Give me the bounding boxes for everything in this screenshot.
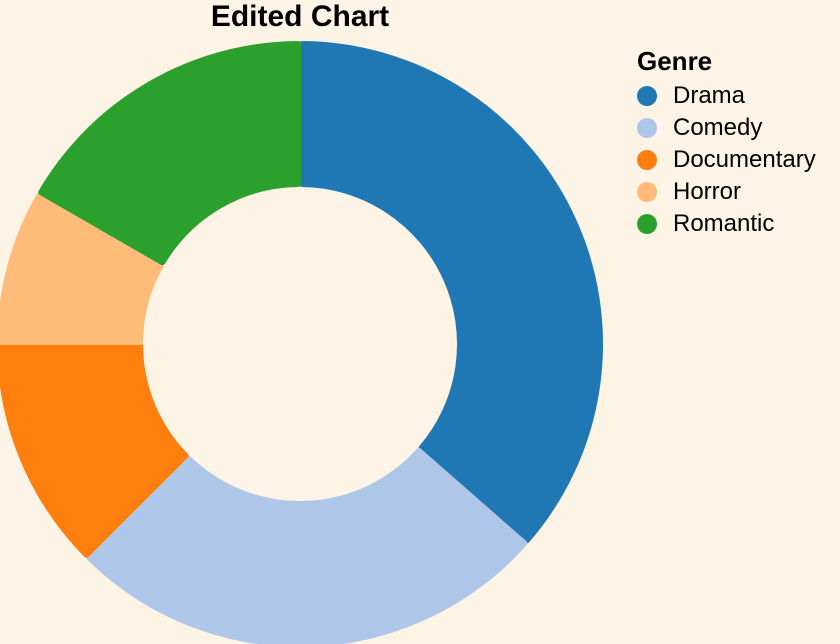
chart-title: Edited Chart — [211, 0, 389, 37]
legend-label-drama: Drama — [673, 82, 746, 109]
legend-swatch-horror — [637, 182, 657, 202]
slice-romantic — [38, 41, 301, 266]
chart-title-text: Edited Chart — [210, 0, 390, 33]
legend: Genre Drama Comedy Documentary Horror Romant… — [637, 42, 816, 240]
legend-label-romantic: Romantic — [673, 210, 775, 237]
legend-item-romantic: Romantic — [637, 208, 816, 240]
legend-label-horror: Horror — [673, 178, 742, 205]
legend-item-documentary: Documentary — [637, 144, 816, 176]
legend-title: Genre — [637, 46, 713, 76]
legend-label-comedy: Comedy — [673, 114, 763, 141]
legend-label-documentary: Documentary — [673, 146, 816, 173]
legend-swatch-romantic — [637, 214, 657, 234]
legend-item-drama: Drama — [637, 80, 816, 112]
legend-swatch-documentary — [637, 150, 657, 170]
legend-item-comedy: Comedy — [637, 112, 816, 144]
slice-drama — [299, 41, 604, 544]
slice-horror — [0, 192, 164, 345]
legend-swatch-drama — [637, 86, 657, 106]
slice-documentary — [0, 343, 189, 558]
slice-comedy — [86, 447, 528, 644]
legend-swatch-comedy — [637, 118, 657, 138]
legend-items: Drama Comedy Documentary Horror Romantic — [637, 80, 816, 240]
legend-item-horror: Horror — [637, 176, 816, 208]
